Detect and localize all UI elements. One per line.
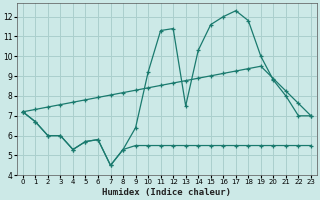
X-axis label: Humidex (Indice chaleur): Humidex (Indice chaleur) [102,188,231,197]
